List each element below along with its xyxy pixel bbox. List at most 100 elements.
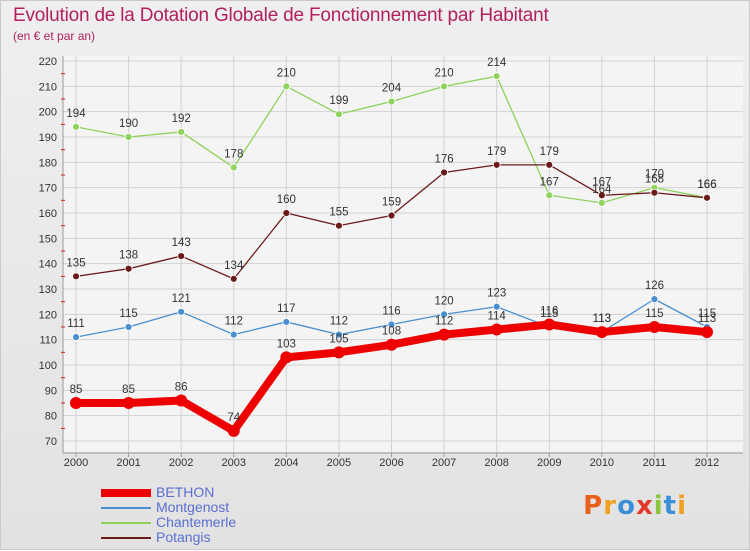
data-point-potangis	[282, 209, 291, 217]
x-tick-label: 2003	[222, 457, 246, 469]
logo-letter: t	[663, 491, 678, 521]
x-tick-label: 2012	[695, 457, 719, 469]
axes: 7080901001101201301401501601701801902002…	[39, 56, 743, 469]
data-label-potangis: 168	[645, 174, 664, 186]
chart-subtitle: (en € et par an)	[13, 29, 96, 43]
data-label-chantemerle: 164	[592, 184, 612, 196]
y-tick-label: 170	[39, 183, 57, 195]
legend-item-chantemerle: Chantemerle	[101, 514, 301, 530]
data-point-chantemerle	[492, 72, 501, 81]
data-point-bethon	[648, 321, 661, 333]
data-point-montgenost	[440, 310, 448, 319]
chart-title: Evolution de la Dotation Globale de Fonc…	[13, 5, 549, 26]
data-point-potangis	[387, 211, 396, 220]
x-tick-label: 2004	[274, 457, 298, 469]
x-tick-label: 2009	[537, 457, 561, 469]
data-label-montgenost: 117	[277, 303, 295, 315]
y-tick-label: 90	[45, 385, 57, 397]
x-tick-label: 2006	[379, 457, 403, 469]
data-point-potangis	[177, 252, 186, 260]
plot-area	[63, 56, 743, 452]
y-tick-label: 140	[39, 259, 57, 271]
x-tick-label: 2000	[64, 457, 88, 469]
data-label-montgenost: 120	[434, 295, 453, 307]
data-label-bethon: 115	[645, 308, 663, 320]
data-label-chantemerle: 167	[540, 176, 559, 188]
legend-label: Chantemerle	[156, 514, 237, 530]
data-label-montgenost: 121	[172, 293, 191, 305]
data-label-montgenost: 112	[330, 316, 348, 328]
logo-letter: r	[603, 491, 618, 521]
data-label-montgenost: 115	[540, 308, 558, 320]
data-point-potangis	[703, 193, 711, 202]
data-point-chantemerle	[72, 122, 80, 131]
data-label-chantemerle: 214	[487, 57, 507, 69]
data-label-chantemerle: 166	[697, 179, 716, 191]
y-tick-label: 180	[39, 157, 57, 169]
legend-swatch	[101, 507, 151, 509]
data-label-potangis: 179	[487, 146, 506, 158]
y-tick-label: 150	[39, 233, 57, 245]
y-tick-label: 190	[39, 132, 57, 144]
data-label-chantemerle: 178	[224, 148, 243, 160]
data-point-chantemerle	[124, 133, 133, 141]
series	[70, 72, 713, 437]
data-point-potangis	[492, 160, 501, 169]
data-point-montgenost	[335, 330, 343, 339]
data-point-potangis	[229, 274, 238, 283]
data-label-bethon: 112	[435, 316, 453, 328]
legend-item-montgenost: Montgenost	[101, 499, 301, 515]
data-label-potangis: 159	[382, 197, 401, 209]
data-label-bethon: 113	[593, 313, 611, 325]
legend-label: Potangis	[156, 529, 211, 545]
legend-swatch	[101, 489, 151, 497]
data-point-bethon	[438, 328, 451, 341]
data-label-chantemerle: 190	[119, 118, 138, 130]
y-tick-label: 70	[45, 436, 57, 448]
logo-letter: o	[617, 491, 636, 521]
data-point-bethon	[595, 326, 608, 339]
data-point-montgenost	[650, 295, 659, 304]
y-tick-label: 130	[39, 284, 57, 296]
data-point-bethon	[70, 397, 82, 409]
data-label-montgenost: 113	[593, 313, 611, 325]
x-tick-label: 2007	[432, 457, 456, 469]
data-label-bethon: 108	[382, 326, 401, 338]
data-label-bethon: 113	[698, 313, 716, 325]
data-label-bethon: 114	[487, 311, 506, 323]
data-label-montgenost: 116	[382, 305, 400, 317]
data-point-montgenost	[177, 307, 186, 316]
legend-item-potangis: Potangis	[101, 529, 301, 545]
data-label-chantemerle: 170	[645, 169, 664, 181]
data-point-bethon	[227, 424, 240, 437]
data-label-bethon: 105	[329, 333, 348, 345]
data-label-montgenost: 115	[119, 308, 137, 320]
data-point-chantemerle	[597, 198, 606, 207]
data-label-bethon: 85	[122, 384, 135, 396]
data-point-chantemerle	[545, 191, 554, 200]
data-label-potangis: 179	[540, 146, 559, 158]
data-point-potangis	[650, 188, 659, 197]
data-point-potangis	[72, 272, 80, 281]
data-label-bethon: 86	[175, 381, 188, 393]
data-label-chantemerle: 194	[66, 108, 86, 120]
data-point-potangis	[335, 221, 343, 230]
legend-swatch	[101, 537, 151, 539]
data-point-potangis	[440, 168, 448, 177]
x-tick-label: 2002	[169, 457, 193, 469]
data-point-potangis	[545, 160, 554, 169]
x-tick-label: 2010	[590, 457, 614, 469]
data-point-bethon	[385, 338, 398, 351]
data-point-montgenost	[229, 330, 238, 339]
data-label-montgenost: 123	[487, 288, 506, 300]
legend: BETHON Montgenost Chantemerle Potangis	[101, 484, 301, 545]
data-label-potangis: 167	[592, 176, 611, 188]
logo-letter: x	[635, 491, 654, 521]
data-label-bethon: 74	[227, 412, 240, 424]
data-label-montgenost: 112	[225, 316, 243, 328]
data-point-chantemerle	[335, 110, 343, 119]
data-label-potangis: 134	[224, 260, 244, 272]
data-label-bethon: 116	[540, 305, 558, 317]
data-point-montgenost	[387, 320, 396, 329]
